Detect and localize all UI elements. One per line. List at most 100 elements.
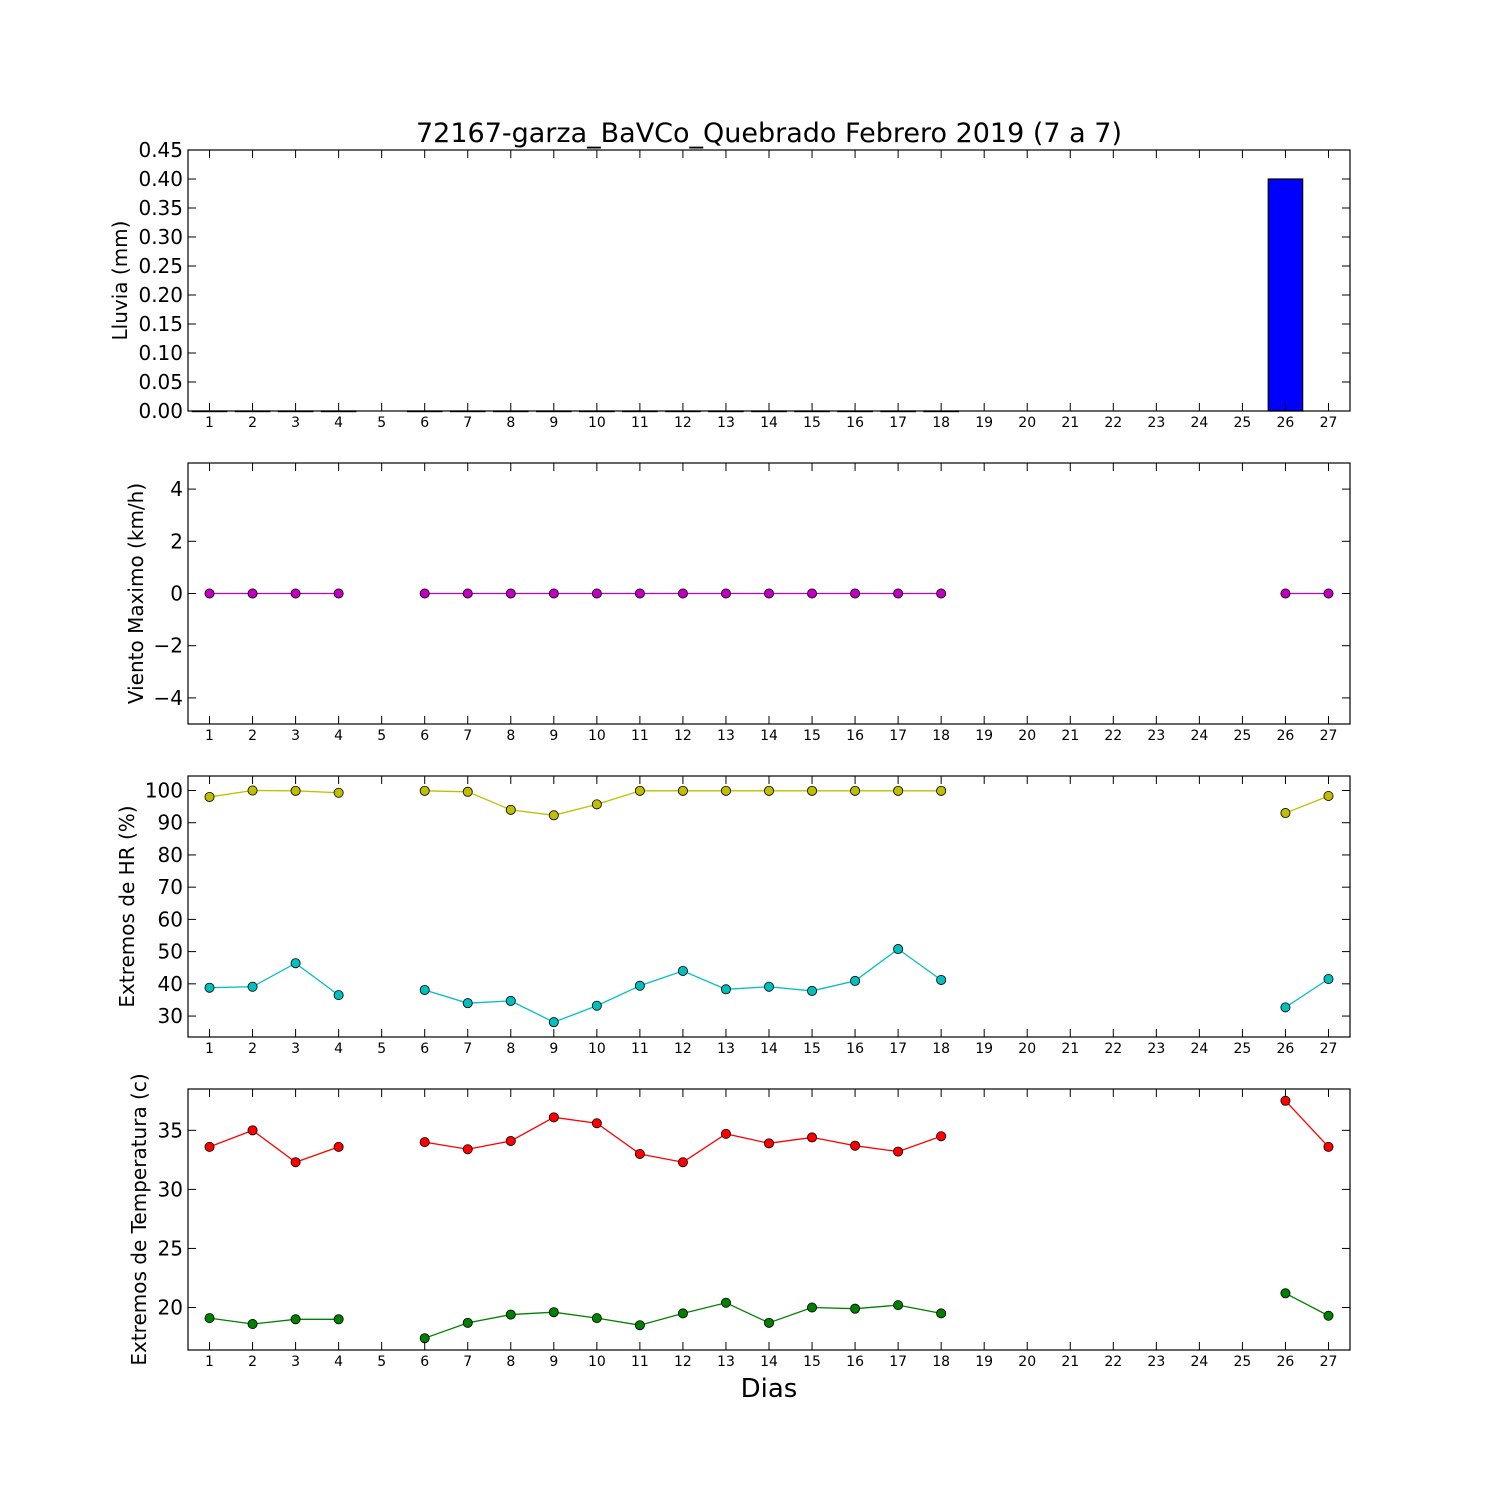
temp-max-point-day-18	[936, 1131, 947, 1142]
wind-x-tick-label: 9	[549, 728, 558, 744]
temp-max-point-day-4	[333, 1141, 344, 1152]
humidity-y-tick-label: 70	[158, 875, 183, 899]
wind-y-tick-label: −4	[154, 686, 183, 710]
wind-y-tick-label: 0	[170, 582, 183, 606]
temperature-x-tick-label: 27	[1320, 1354, 1338, 1370]
humidity-x-tick-label: 14	[760, 1041, 778, 1057]
rain-y-tick-label: 0.10	[138, 341, 183, 365]
hr-max-point-day-13	[720, 785, 731, 796]
temp-max-point-day-8	[505, 1135, 516, 1146]
panels: 0.00 0.05 0.10 0.15 0.20 0.25 0.30 0.35 0.40 0.45…	[108, 138, 1351, 1370]
temperature-x-tick-label: 8	[506, 1354, 515, 1370]
hr-max-point-day-11	[634, 785, 645, 796]
humidity-x-tick-label: 18	[932, 1041, 950, 1057]
humidity-x-tick-label: 9	[549, 1041, 558, 1057]
rain-x-tick-label: 7	[463, 415, 472, 431]
rain-y-tick-label: 0.25	[138, 254, 183, 278]
wind-point-day-6	[419, 588, 430, 599]
temperature-x-tick-label: 3	[291, 1354, 300, 1370]
wind-x-tick-label: 11	[631, 728, 649, 744]
hr-max-point-day-16	[850, 785, 861, 796]
wind-x-tick-label: 20	[1018, 728, 1036, 744]
humidity-x-tick-label: 17	[889, 1041, 907, 1057]
humidity-x-tick-label: 21	[1061, 1041, 1079, 1057]
wind-x-tick-label: 21	[1061, 728, 1079, 744]
humidity-x-tick-label: 25	[1233, 1041, 1251, 1057]
wind-point-day-12	[677, 588, 688, 599]
humidity-x-tick-label: 20	[1018, 1041, 1036, 1057]
humidity-x-tick-label: 13	[717, 1041, 735, 1057]
temp-max-point-day-9	[548, 1112, 559, 1123]
wind-point-day-10	[591, 588, 602, 599]
hr-max-point-day-12	[677, 785, 688, 796]
rain-y-tick-label: 0.40	[138, 167, 183, 191]
wind-point-day-2	[247, 588, 258, 599]
hr-min-point-day-27	[1323, 974, 1334, 985]
temp-min-line-segment-3	[1285, 1292, 1329, 1317]
hr-min-point-day-26	[1280, 1002, 1291, 1013]
rain-y-tick-label: 0.45	[138, 138, 183, 162]
wind-point-day-26	[1280, 588, 1291, 599]
temperature-x-tick-label: 10	[588, 1354, 606, 1370]
wind-x-tick-label: 18	[932, 728, 950, 744]
temp-max-point-day-12	[677, 1157, 688, 1168]
wind-x-tick-label: 3	[291, 728, 300, 744]
rain-x-tick-label: 25	[1233, 415, 1251, 431]
wind-point-day-1	[204, 588, 215, 599]
temp-min-point-day-26	[1280, 1288, 1291, 1299]
temperature-x-tick-label: 21	[1061, 1354, 1079, 1370]
wind-point-day-13	[720, 588, 731, 599]
wind-y-tick-label: −2	[154, 634, 183, 658]
rain-x-tick-label: 21	[1061, 415, 1079, 431]
temp-max-point-day-13	[720, 1128, 731, 1139]
humidity-x-tick-label: 3	[291, 1041, 300, 1057]
wind-x-tick-label: 15	[803, 728, 821, 744]
hr-min-point-day-4	[333, 990, 344, 1001]
temperature-x-tick-label: 22	[1104, 1354, 1122, 1370]
hr-max-point-day-27	[1323, 790, 1334, 801]
rain-y-tick-label: 0.20	[138, 283, 183, 307]
rain-x-tick-label: 6	[420, 415, 429, 431]
humidity-x-tick-label: 24	[1190, 1041, 1208, 1057]
temp-min-point-day-3	[290, 1314, 301, 1325]
wind-x-tick-label: 14	[760, 728, 778, 744]
rain-x-tick-label: 26	[1277, 415, 1295, 431]
rain-x-tick-label: 10	[588, 415, 606, 431]
hr-max-point-day-4	[333, 787, 344, 798]
humidity-x-tick-label: 10	[588, 1041, 606, 1057]
hr-min-point-day-6	[419, 984, 430, 995]
temp-max-point-day-7	[462, 1144, 473, 1155]
temperature-y-tick-label: 20	[158, 1295, 183, 1319]
temp-min-point-day-11	[634, 1320, 645, 1331]
wind-point-day-8	[505, 588, 516, 599]
temperature-x-tick-label: 6	[420, 1354, 429, 1370]
temperature-y-tick-label: 30	[158, 1177, 183, 1201]
wind-x-tick-label: 1	[205, 728, 214, 744]
wind-x-tick-label: 2	[248, 728, 257, 744]
wind-x-tick-label: 10	[588, 728, 606, 744]
hr-min-point-day-9	[548, 1017, 559, 1028]
humidity-x-tick-label: 4	[334, 1041, 343, 1057]
humidity-y-tick-label: 40	[158, 972, 183, 996]
chart-title: 72167-garza_BaVCo_Quebrado Febrero 2019 …	[416, 118, 1122, 149]
temp-max-point-day-11	[634, 1148, 645, 1159]
temp-min-point-day-2	[247, 1319, 258, 1330]
hr-min-point-day-15	[807, 985, 818, 996]
wind-x-tick-label: 25	[1233, 728, 1251, 744]
humidity-x-tick-label: 5	[377, 1041, 386, 1057]
wind-x-tick-label: 23	[1147, 728, 1165, 744]
temp-min-point-day-16	[850, 1303, 861, 1314]
temperature-x-tick-label: 16	[846, 1354, 864, 1370]
humidity-x-tick-label: 19	[975, 1041, 993, 1057]
hr-min-point-day-2	[247, 981, 258, 992]
wind-point-day-3	[290, 588, 301, 599]
hr-max-point-day-7	[462, 786, 473, 797]
rain-y-tick-label: 0.15	[138, 312, 183, 336]
humidity-y-tick-label: 60	[158, 907, 183, 931]
temperature-x-tick-label: 13	[717, 1354, 735, 1370]
rain-x-tick-label: 1	[205, 415, 214, 431]
hr-max-point-day-8	[505, 804, 516, 815]
temp-min-point-day-9	[548, 1307, 559, 1318]
